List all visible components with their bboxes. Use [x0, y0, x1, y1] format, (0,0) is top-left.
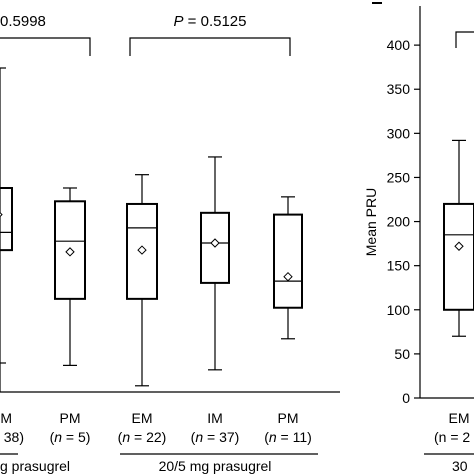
y-axis-label: Mean PRU: [363, 188, 379, 256]
n-label: 38): [4, 429, 24, 445]
n-label: (n = 5): [50, 429, 91, 445]
mean-marker: [65, 247, 75, 257]
n-label: (n = 37): [191, 429, 240, 445]
y-tick-label: 350: [387, 81, 411, 97]
comparison-bracket: [129, 37, 291, 56]
left-panel: 0.5998 P = 0.5125 M PM EM IM PM 38) (n =…: [0, 13, 340, 474]
tick-label: PM: [278, 410, 299, 426]
tick-label: PM: [60, 410, 81, 426]
tick-label: EM: [132, 410, 153, 426]
comparison-p-value: 0.5998: [0, 13, 46, 30]
mean-marker: [454, 241, 464, 251]
box: [126, 202, 158, 300]
y-tick-label: 150: [387, 258, 411, 274]
box: [443, 202, 474, 311]
comparison-p-value: P = 0.5125: [174, 13, 247, 30]
left-panel-y-axis: [0, 67, 6, 392]
mean-marker: [283, 271, 293, 282]
box: [54, 200, 86, 300]
group-label: g prasugrel: [0, 458, 70, 474]
mean-marker: [137, 245, 147, 255]
n-label: (n = 11): [264, 429, 312, 445]
y-tick-label: 50: [394, 346, 410, 362]
group-label: 30: [452, 458, 468, 474]
y-tick-label: 200: [387, 214, 411, 230]
comparison-bracket: [455, 31, 474, 48]
y-tick-label: 250: [387, 169, 411, 185]
y-tick-label: 100: [387, 302, 411, 318]
box: [273, 213, 303, 309]
mean-marker: [0, 211, 3, 218]
n-label: (n = 22): [118, 429, 167, 445]
tick-label: IM: [207, 410, 223, 426]
comparison-bracket: [0, 37, 91, 56]
right-panel: 0 50 100 150 200 250 300 350 400 Mean PRU EM (n …: [363, 2, 474, 474]
n-label: (n = 2: [434, 429, 470, 445]
y-tick-label: 400: [387, 37, 411, 53]
y-tick-label: 300: [387, 125, 411, 141]
y-tick-label: 0: [402, 390, 410, 406]
right-ticks: 0 50 100 150 200 250 300 350 400: [387, 37, 420, 406]
group-label: 20/5 mg prasugrel: [159, 458, 272, 474]
left-boxes: [0, 156, 303, 387]
tick-label: EM: [449, 410, 470, 426]
box: [0, 186, 13, 252]
box: [200, 211, 230, 284]
mean-marker: [210, 238, 220, 248]
tick-label: M: [0, 410, 12, 426]
right-boxes: [443, 139, 474, 337]
